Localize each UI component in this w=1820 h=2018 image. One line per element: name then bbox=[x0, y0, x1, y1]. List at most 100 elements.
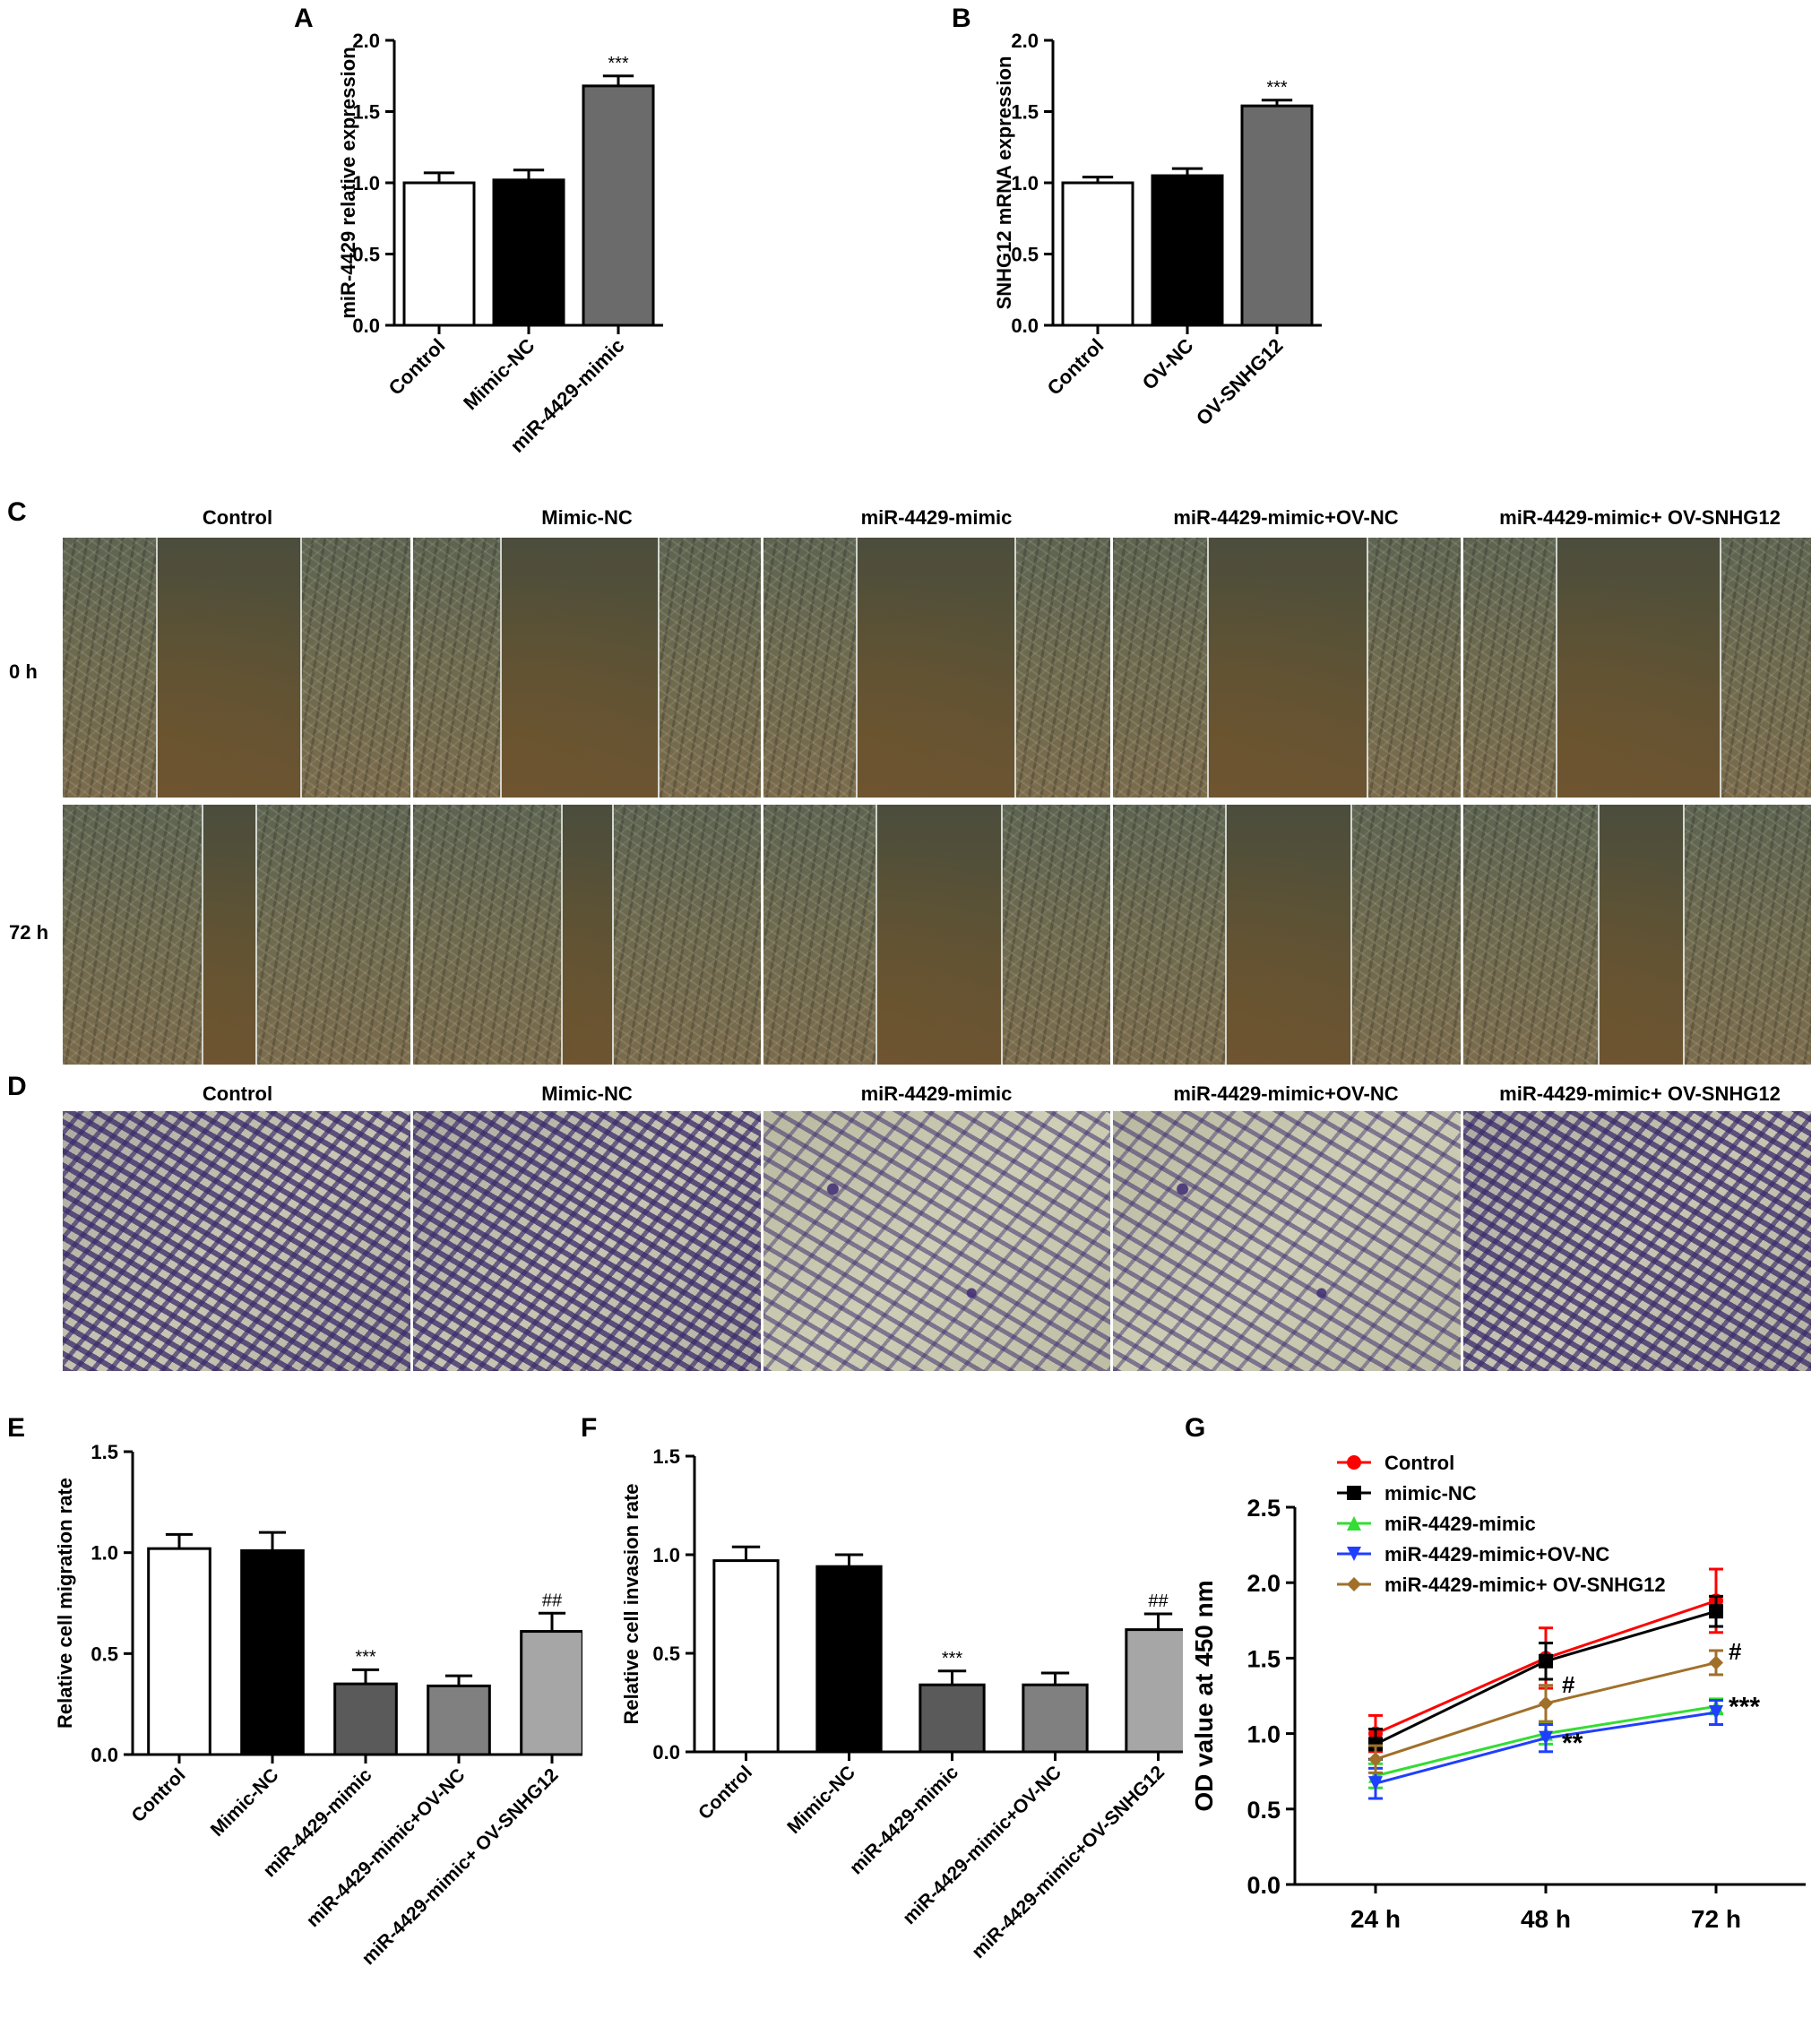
scratch-image-mimic-nc-0h bbox=[413, 538, 761, 798]
legend-label-mimic-nc: mimic-NC bbox=[1384, 1482, 1477, 1505]
bar-control bbox=[712, 1559, 780, 1754]
y-tick-label: 0.5 bbox=[652, 1643, 680, 1665]
bar-mir-4429-mimic bbox=[333, 1682, 398, 1756]
panel-letter-c: C bbox=[7, 497, 27, 527]
transwell-image-mimic-nc bbox=[413, 1111, 761, 1371]
data-point-mir-4429-mimic-ov-nc bbox=[1539, 1730, 1553, 1746]
transwell-image-mir-4429-mimic bbox=[763, 1111, 1110, 1371]
y-tick-label: 0.5 bbox=[1246, 1797, 1281, 1824]
x-tick-label: Control bbox=[1043, 334, 1108, 400]
transwell-image-mimic-ov-snhg12 bbox=[1463, 1111, 1811, 1371]
legend-marker-mir-4429-mimic bbox=[1347, 1516, 1361, 1531]
y-tick-label: 0.0 bbox=[352, 315, 380, 337]
y-tick-label: 0.0 bbox=[1246, 1872, 1281, 1899]
x-tick-label: Control bbox=[384, 334, 450, 400]
chart-e: 0.0 0.5 1.0 1.5 Relative cell migration rate… bbox=[54, 1441, 582, 1969]
y-axis-label: miR-4429 relative expression bbox=[337, 47, 359, 318]
bar-mir-4429-mimic-ov-nc bbox=[1022, 1683, 1089, 1754]
data-point-mimic-nc bbox=[1709, 1604, 1723, 1619]
scratch-image-mimic-ov-snhg12-72h bbox=[1463, 805, 1811, 1065]
scratch-image-mimic-nc-72h bbox=[413, 805, 761, 1065]
y-tick-label: 1.0 bbox=[352, 172, 380, 194]
bar-mir-4429-mimic-ov-snhg12 bbox=[1125, 1628, 1183, 1754]
bar-mimic-nc bbox=[492, 178, 565, 327]
row-label-0h: 0 h bbox=[9, 660, 38, 683]
legend-label-control: Control bbox=[1384, 1452, 1454, 1474]
legend-marker-control bbox=[1347, 1455, 1361, 1470]
legend-label-mir-4429-mimic-ov-nc: miR-4429-mimic+OV-NC bbox=[1384, 1543, 1609, 1565]
bar-ov-nc bbox=[1151, 174, 1224, 327]
bar-control bbox=[147, 1547, 211, 1756]
panel-letter-g: G bbox=[1185, 1413, 1206, 1443]
column-label-mimic-nc: Mimic-NC bbox=[541, 506, 633, 529]
y-tick-label: 2.0 bbox=[352, 30, 380, 52]
y-axis-label: SNHG12 mRNA expression bbox=[993, 56, 1015, 310]
x-tick-label: miR-4429-mimic+ OV-SNHG12 bbox=[358, 1764, 563, 1969]
x-tick-label: OV-NC bbox=[1138, 334, 1198, 394]
significance-label: *** bbox=[355, 1647, 376, 1667]
bar-mimic-nc bbox=[815, 1565, 883, 1754]
panel-letter-d: D bbox=[7, 1072, 27, 1101]
significance-label: # bbox=[1562, 1671, 1575, 1698]
y-tick-label: 1.0 bbox=[1011, 172, 1039, 194]
data-point-mir-4429-mimic-ov-snhg12 bbox=[1368, 1752, 1383, 1767]
column-label-mimic-ov-nc: miR-4429-mimic+OV-NC bbox=[1173, 506, 1399, 529]
y-tick-label: 0.5 bbox=[352, 244, 380, 266]
y-tick-label: 0.5 bbox=[91, 1643, 118, 1665]
x-tick-label: miR-4429-mimic+OV-SNHG12 bbox=[968, 1762, 1169, 1962]
scratch-image-control-0h bbox=[63, 538, 410, 798]
panel-letter-e: E bbox=[7, 1413, 26, 1443]
row-label-72h: 72 h bbox=[9, 921, 49, 944]
data-point-mimic-nc bbox=[1368, 1737, 1383, 1752]
scratch-image-mir-4429-mimic-0h bbox=[763, 538, 1110, 798]
y-tick-label: 1.0 bbox=[1246, 1721, 1281, 1748]
y-tick-label: 2.0 bbox=[1011, 30, 1039, 52]
column-label-mimic-ov-snhg12-d: miR-4429-mimic+ OV-SNHG12 bbox=[1499, 1082, 1781, 1105]
x-tick-label: Mimic-NC bbox=[207, 1764, 283, 1841]
data-point-mir-4429-mimic-ov-snhg12 bbox=[1709, 1655, 1723, 1670]
scratch-image-mir-4429-mimic-72h bbox=[763, 805, 1110, 1065]
chart-f: 0.0 0.5 1.0 1.5 Relative cell invasion rate C… bbox=[620, 1445, 1183, 1962]
legend-marker-mimic-nc bbox=[1347, 1486, 1361, 1500]
x-tick-label: Mimic-NC bbox=[459, 334, 539, 414]
scratch-image-mimic-ov-snhg12-0h bbox=[1463, 538, 1811, 798]
bar-mimic-nc bbox=[240, 1548, 305, 1756]
column-label-mir-4429-mimic-d: miR-4429-mimic bbox=[860, 1082, 1013, 1105]
significance-label: ## bbox=[542, 1591, 563, 1610]
column-label-mimic-nc-d: Mimic-NC bbox=[541, 1082, 633, 1105]
column-label-mir-4429-mimic: miR-4429-mimic bbox=[860, 506, 1013, 529]
column-label-mimic-ov-nc-d: miR-4429-mimic+OV-NC bbox=[1173, 1082, 1399, 1105]
legend-marker-mir-4429-mimic-ov-nc bbox=[1347, 1547, 1361, 1561]
y-tick-label: 1.5 bbox=[652, 1445, 680, 1468]
bar-control bbox=[1061, 181, 1134, 327]
data-point-mir-4429-mimic-ov-nc bbox=[1709, 1705, 1723, 1720]
x-tick-label: Control bbox=[694, 1762, 756, 1824]
y-tick-label: 0.0 bbox=[652, 1741, 680, 1764]
y-tick-label: 2.5 bbox=[1246, 1495, 1281, 1522]
x-tick-label: 24 h bbox=[1350, 1905, 1401, 1933]
x-tick-label: Mimic-NC bbox=[783, 1762, 859, 1838]
bar-mir-4429-mimic bbox=[582, 84, 655, 327]
legend-label-mir-4429-mimic: miR-4429-mimic bbox=[1384, 1513, 1536, 1535]
y-tick-label: 0.0 bbox=[91, 1744, 118, 1766]
bar-mir-4429-mimic bbox=[919, 1683, 986, 1754]
significance-label: ** bbox=[1562, 1729, 1583, 1758]
column-label-mimic-ov-snhg12: miR-4429-mimic+ OV-SNHG12 bbox=[1499, 506, 1781, 529]
scratch-image-control-72h bbox=[63, 805, 410, 1065]
x-tick-label: 48 h bbox=[1521, 1905, 1571, 1933]
y-axis-label: Relative cell migration rate bbox=[54, 1478, 76, 1729]
data-point-mimic-nc bbox=[1539, 1653, 1553, 1669]
scratch-image-mimic-ov-nc-72h bbox=[1113, 805, 1461, 1065]
significance-label: *** bbox=[1729, 1692, 1760, 1721]
significance-label: *** bbox=[942, 1649, 963, 1669]
significance-label: # bbox=[1729, 1638, 1742, 1665]
y-tick-label: 0.0 bbox=[1011, 315, 1039, 337]
x-tick-label: 72 h bbox=[1691, 1905, 1741, 1933]
legend-label-mir-4429-mimic-ov-snhg12: miR-4429-mimic+ OV-SNHG12 bbox=[1384, 1574, 1666, 1596]
panel-letter-f: F bbox=[581, 1413, 598, 1443]
transwell-image-control bbox=[63, 1111, 410, 1371]
panel-letter-b: B bbox=[952, 4, 971, 33]
transwell-image-mimic-ov-nc bbox=[1113, 1111, 1461, 1371]
y-tick-label: 1.0 bbox=[652, 1544, 680, 1566]
